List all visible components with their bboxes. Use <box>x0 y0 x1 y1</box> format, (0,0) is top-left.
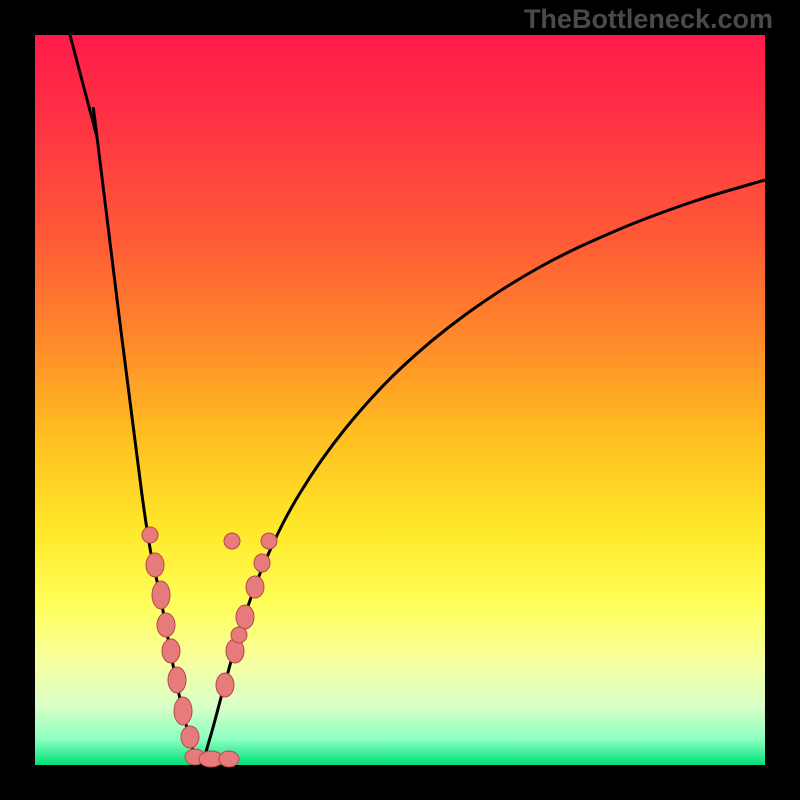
left-branch-marker <box>146 553 164 577</box>
right-branch-marker <box>216 673 234 697</box>
left-branch-marker <box>157 613 175 637</box>
left-branch-marker <box>174 697 192 725</box>
right-branch-marker <box>236 605 254 629</box>
right-branch-marker <box>224 533 240 549</box>
valley-marker <box>219 751 239 767</box>
left-branch-marker <box>168 667 186 693</box>
chart-container: TheBottleneck.com <box>0 0 800 800</box>
left-branch-marker <box>181 726 199 748</box>
watermark-text: TheBottleneck.com <box>524 4 773 35</box>
right-branch-marker <box>261 533 277 549</box>
right-branch-marker <box>231 627 247 643</box>
left-branch-marker <box>142 527 158 543</box>
right-branch-marker <box>246 576 264 598</box>
left-branch-marker <box>152 581 170 609</box>
right-branch-marker <box>254 554 270 572</box>
left-branch-marker <box>162 639 180 663</box>
curve-layer <box>0 0 800 800</box>
